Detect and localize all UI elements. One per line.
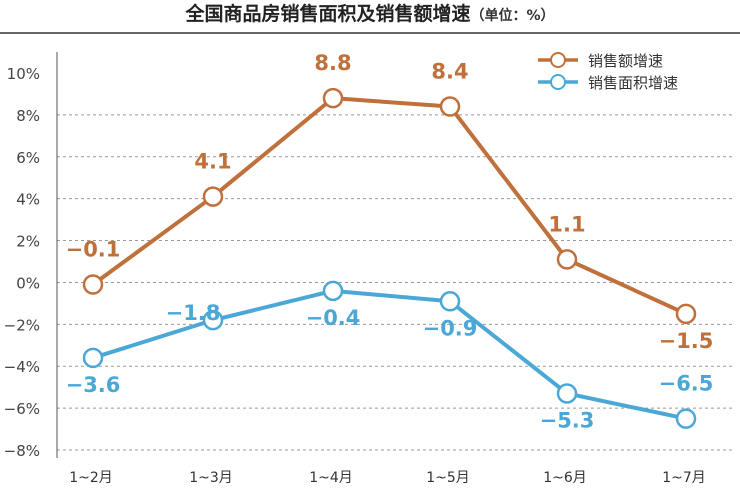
series: −0.1 4.1 8.8 8.4 1.1 −1.5 −3.6 −1.8 −0.4 −0.9 −5.3… [66, 51, 714, 432]
legend-marker [550, 74, 566, 90]
x-tick-label: 1~4月 [309, 470, 353, 486]
y-tick-label: −6% [4, 400, 40, 418]
y-tick-label: −8% [4, 442, 40, 460]
x-tick-label: 1~7月 [662, 470, 706, 486]
y-tick-label: 10% [7, 65, 40, 83]
data-point [202, 186, 224, 207]
y-tick-label: −2% [4, 316, 40, 334]
data-point [82, 347, 104, 369]
data-label: −6.5 [659, 372, 714, 396]
data-label: −3.6 [66, 373, 121, 397]
data-point [675, 303, 697, 325]
grid [57, 114, 735, 451]
data-label: −0.4 [306, 306, 361, 330]
data-point [439, 291, 461, 312]
y-tick-label: 0% [16, 274, 40, 292]
data-label: −0.1 [66, 238, 121, 262]
data-point [556, 249, 578, 270]
chart-title: 全国商品房销售面积及销售额增速（单位：%） [184, 2, 554, 25]
data-point [675, 408, 697, 429]
y-ticks: 10% 8% 6% 4% 2% 0% −2% −4% −6% −8% [4, 65, 40, 460]
data-point [202, 309, 224, 331]
data-label: 8.4 [431, 60, 468, 84]
data-point [82, 274, 104, 295]
data-point [556, 383, 578, 404]
data-point [322, 87, 344, 109]
x-tick-label: 1~5月 [426, 470, 470, 486]
data-label: −5.3 [540, 408, 595, 432]
data-label: 1.1 [548, 212, 585, 236]
x-ticks: 1~2月 1~3月 1~4月 1~5月 1~6月 1~7月 [69, 470, 706, 486]
data-label: 4.1 [194, 150, 231, 174]
legend-marker [550, 52, 566, 68]
y-tick-label: 4% [16, 191, 40, 209]
series-1: −3.6 −1.8 −0.4 −0.9 −5.3 −6.5 [66, 280, 714, 432]
x-tick-label: 1~3月 [189, 470, 233, 486]
data-point [322, 280, 344, 302]
x-tick-label: 1~2月 [69, 470, 113, 486]
data-point [439, 96, 461, 117]
series-0: −0.1 4.1 8.8 8.4 1.1 −1.5 [66, 51, 714, 353]
y-tick-label: −4% [4, 358, 40, 376]
series-line [91, 96, 687, 316]
x-tick-label: 1~6月 [543, 470, 587, 486]
y-tick-label: 6% [16, 149, 40, 167]
y-tick-label: 8% [16, 107, 40, 125]
data-label: −0.9 [423, 316, 478, 340]
series-line [92, 288, 687, 421]
data-label: 8.8 [314, 51, 351, 75]
legend-label: 销售面积增速 [588, 74, 678, 92]
data-label: −1.5 [659, 329, 714, 353]
data-label: −1.8 [166, 301, 221, 325]
y-tick-label: 2% [16, 233, 40, 251]
legend-label: 销售额增速 [588, 52, 663, 70]
